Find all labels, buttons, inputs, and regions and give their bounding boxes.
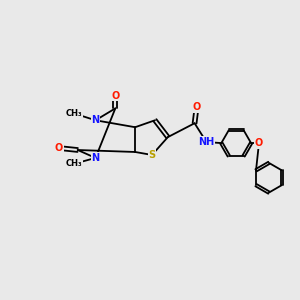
- Text: CH₃: CH₃: [65, 159, 82, 168]
- Text: O: O: [111, 91, 119, 100]
- Text: O: O: [192, 102, 201, 112]
- Text: O: O: [55, 143, 63, 153]
- Text: N: N: [92, 115, 100, 125]
- Text: NH: NH: [198, 137, 214, 147]
- Text: CH₃: CH₃: [65, 109, 82, 118]
- Text: N: N: [92, 153, 100, 163]
- Text: S: S: [148, 150, 155, 160]
- Text: O: O: [255, 138, 263, 148]
